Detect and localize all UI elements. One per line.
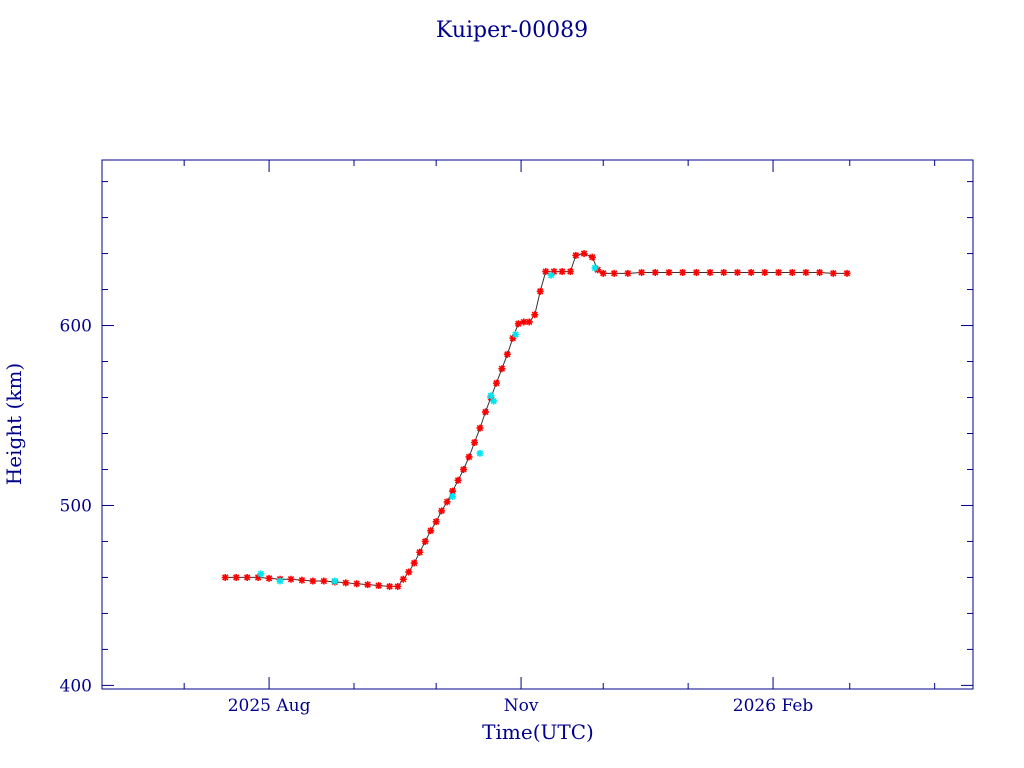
data-point	[438, 507, 446, 515]
data-point	[287, 575, 295, 583]
data-point	[525, 318, 533, 326]
data-point	[298, 576, 306, 584]
data-point	[580, 250, 588, 258]
data-point	[342, 579, 350, 587]
data-point	[410, 559, 418, 567]
data-point	[509, 334, 517, 342]
data-point	[547, 271, 555, 279]
series-connecting-line	[225, 253, 847, 587]
y-tick-label: 600	[60, 317, 92, 337]
data-point	[498, 365, 506, 373]
data-point	[265, 574, 273, 582]
data-point	[733, 268, 741, 276]
data-point	[829, 269, 837, 277]
data-point	[331, 577, 339, 585]
x-tick-label: 2025 Aug	[228, 696, 311, 716]
data-point	[257, 570, 265, 578]
data-point	[399, 575, 407, 583]
data-point	[558, 268, 566, 276]
data-point	[243, 573, 251, 581]
data-point	[588, 253, 596, 261]
data-point	[566, 268, 574, 276]
data-point	[692, 268, 700, 276]
chart-title: Kuiper-00089	[436, 18, 588, 43]
data-point	[427, 527, 435, 535]
data-point	[353, 580, 361, 588]
data-point	[443, 498, 451, 506]
data-point	[802, 268, 810, 276]
axis-ticks	[102, 160, 973, 689]
data-point	[503, 350, 511, 358]
data-point	[320, 577, 328, 585]
data-point	[449, 492, 457, 500]
data-point	[706, 268, 714, 276]
data-point	[665, 268, 673, 276]
series-line	[225, 253, 847, 587]
x-tick-label: Nov	[504, 696, 539, 716]
data-point	[591, 264, 599, 272]
data-point	[465, 453, 473, 461]
x-tick-labels: 2025 Aug Nov 2026 Feb	[228, 696, 814, 716]
data-point	[720, 268, 728, 276]
data-point	[421, 537, 429, 545]
data-point	[599, 269, 607, 277]
plot-frame	[101, 159, 974, 690]
data-point	[487, 392, 495, 400]
data-point	[492, 379, 500, 387]
data-point	[471, 438, 479, 446]
data-point	[221, 573, 229, 581]
data-point	[490, 397, 498, 405]
data-point	[514, 320, 522, 328]
data-point	[432, 518, 440, 526]
data-point	[232, 573, 240, 581]
data-point	[679, 268, 687, 276]
data-point	[550, 268, 558, 276]
data-point	[512, 331, 520, 339]
data-point	[309, 577, 317, 585]
data-point	[454, 476, 462, 484]
x-tick-label: 2026 Feb	[733, 696, 814, 716]
data-point	[536, 287, 544, 295]
data-point	[364, 581, 372, 589]
data-point	[460, 465, 468, 473]
data-point	[276, 577, 284, 585]
data-point	[816, 268, 824, 276]
x-axis-label: Time(UTC)	[482, 720, 594, 744]
data-point	[788, 268, 796, 276]
data-point	[386, 582, 394, 590]
data-point	[520, 318, 528, 326]
y-tick-label: 500	[60, 496, 92, 516]
data-point	[610, 269, 618, 277]
data-point	[624, 269, 632, 277]
data-point	[405, 568, 413, 576]
data-point	[449, 487, 457, 495]
data-point	[572, 251, 580, 259]
y-axis-label: Height (km)	[2, 363, 26, 485]
data-points	[221, 250, 851, 590]
data-point	[375, 582, 383, 590]
data-point	[761, 268, 769, 276]
data-point	[476, 424, 484, 432]
data-point	[476, 449, 484, 457]
data-point	[531, 311, 539, 319]
data-point	[638, 268, 646, 276]
data-point	[394, 582, 402, 590]
y-tick-label: 400	[60, 676, 92, 696]
data-point	[254, 573, 262, 581]
data-point	[481, 408, 489, 416]
y-tick-labels: 400 500 600	[60, 317, 92, 697]
data-point	[843, 269, 851, 277]
data-point	[747, 268, 755, 276]
data-point	[651, 268, 659, 276]
data-point	[542, 268, 550, 276]
data-point	[416, 548, 424, 556]
data-point	[775, 268, 783, 276]
